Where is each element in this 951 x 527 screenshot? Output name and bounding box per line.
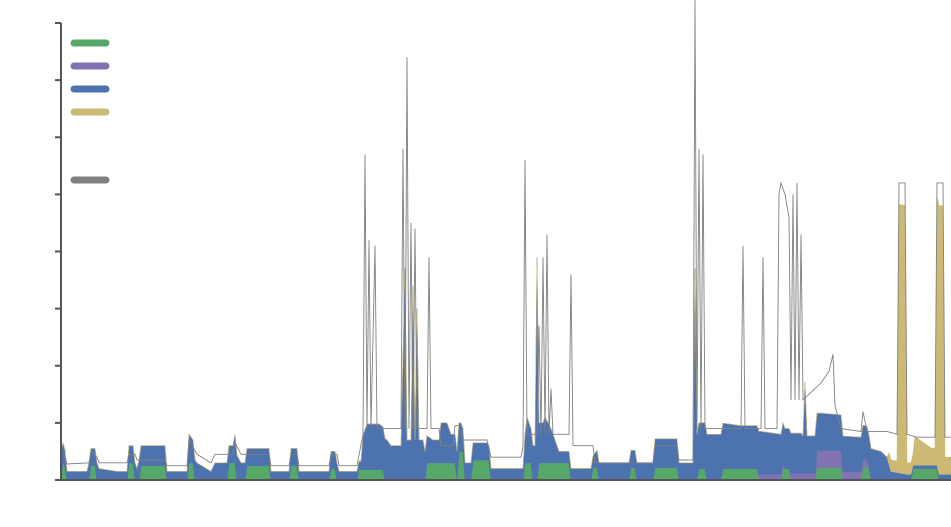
area-series-yellow xyxy=(60,196,951,475)
series-areas xyxy=(60,196,951,481)
legend xyxy=(70,39,110,184)
axes xyxy=(55,22,951,481)
area-series-blue xyxy=(60,257,951,481)
series-lines xyxy=(60,0,951,467)
line-series-gray-total xyxy=(60,0,951,467)
